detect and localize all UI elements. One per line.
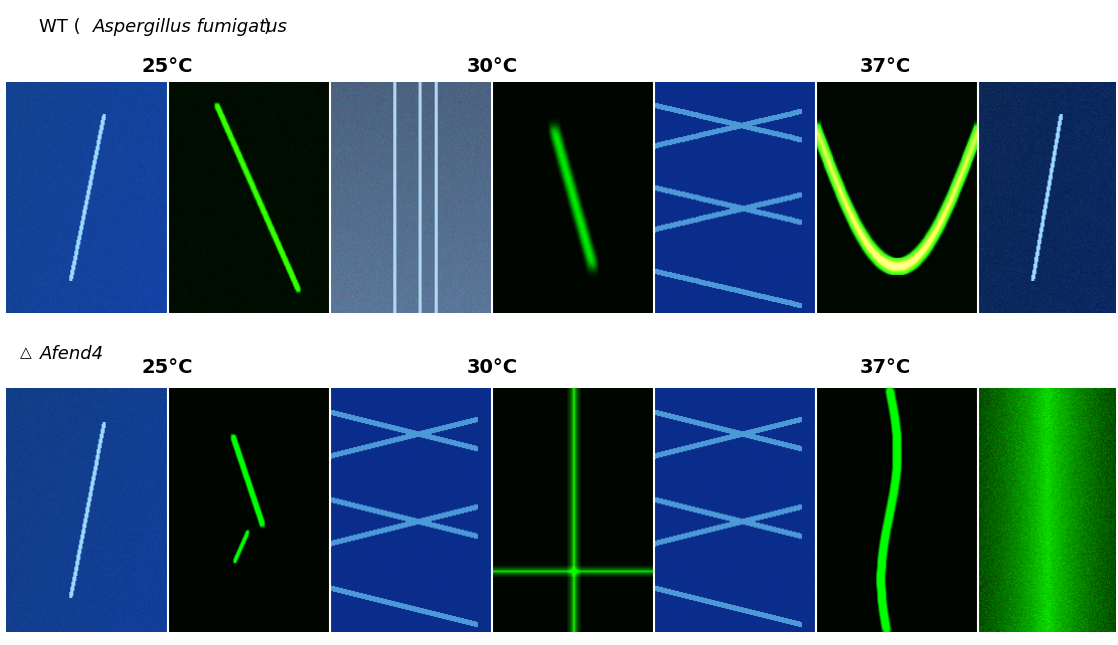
Text: 30°C: 30°C: [466, 359, 518, 377]
Text: △: △: [20, 345, 32, 360]
Text: 37°C: 37°C: [860, 359, 910, 377]
Text: 37°C: 37°C: [860, 57, 910, 76]
Text: WT (: WT (: [39, 18, 86, 36]
Text: ): ): [258, 18, 271, 36]
Text: 25°C: 25°C: [142, 57, 193, 76]
Text: 30°C: 30°C: [466, 57, 518, 76]
Text: Aspergillus fumigatus: Aspergillus fumigatus: [93, 18, 287, 36]
Text: 25°C: 25°C: [142, 359, 193, 377]
Text: Afend4: Afend4: [40, 345, 104, 363]
